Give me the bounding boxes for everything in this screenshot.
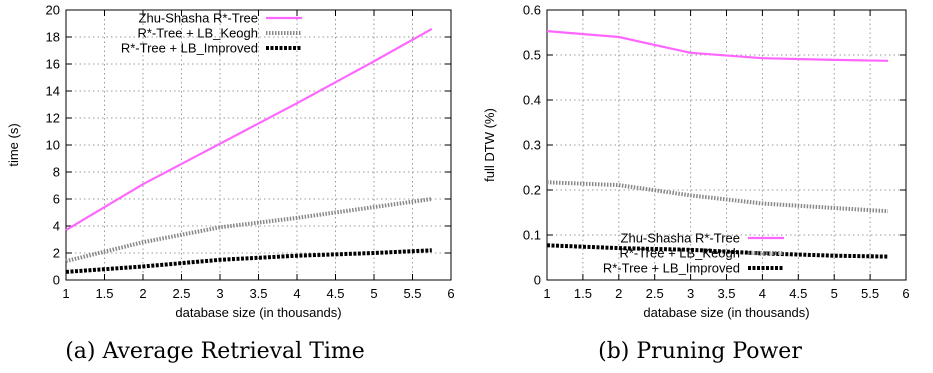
y-tick-label: 14 xyxy=(46,84,60,99)
legend-label: R*-Tree + LB_Improved xyxy=(603,261,740,276)
y-tick-label: 6 xyxy=(53,192,60,207)
panel-caption: (b) Pruning Power xyxy=(598,339,802,364)
x-tick-label: 2 xyxy=(139,286,146,301)
x-tick-label: 2.5 xyxy=(646,286,664,301)
x-tick-label: 3 xyxy=(687,286,694,301)
x-tick-label: 1.5 xyxy=(95,286,113,301)
y-tick-label: 0 xyxy=(534,273,541,288)
y-tick-label: 0.4 xyxy=(523,93,541,108)
x-tick-label: 5 xyxy=(831,286,838,301)
y-tick-label: 16 xyxy=(46,57,60,72)
series-line-2 xyxy=(546,180,889,214)
panel-b: 1 1.5 2 2.5 3 3.5 4 4.5 5 5.5 6 0 0.1 0.2 0.3 0.4 0.5 0.6… xyxy=(482,3,910,365)
y-axis-label: full DTW (%) xyxy=(482,108,497,182)
x-tick-label: 5 xyxy=(370,286,377,301)
y-tick-label: 2 xyxy=(53,246,60,261)
legend-label: Zhu-Shasha R*-Tree xyxy=(621,231,740,246)
y-tick-label: 0.3 xyxy=(523,138,541,153)
x-tick-label: 1 xyxy=(543,286,550,301)
x-axis-label: database size (in thousands) xyxy=(175,305,341,320)
series-line-2 xyxy=(65,197,433,264)
y-tick-label: 18 xyxy=(46,30,60,45)
x-tick-label: 1.5 xyxy=(574,286,592,301)
x-tick-label: 4.5 xyxy=(789,286,807,301)
x-tick-label: 3.5 xyxy=(249,286,267,301)
y-tick-label: 0.6 xyxy=(523,3,541,18)
x-tick-label: 4.5 xyxy=(326,286,344,301)
x-tick-label: 5.5 xyxy=(403,286,421,301)
x-tick-label: 2 xyxy=(615,286,622,301)
y-tick-label: 12 xyxy=(46,111,60,126)
series-line-1 xyxy=(546,30,889,62)
x-tick-label: 6 xyxy=(447,286,454,301)
y-tick-label: 0 xyxy=(53,273,60,288)
series-line-3 xyxy=(546,243,889,259)
x-tick-label: 5.5 xyxy=(861,286,879,301)
y-tick-label: 0.5 xyxy=(523,48,541,63)
legend-label: R*-Tree + LB_Improved xyxy=(121,41,258,56)
y-tick-label: 4 xyxy=(53,219,60,234)
y-tick-label: 0.1 xyxy=(523,228,541,243)
x-tick-label: 3 xyxy=(216,286,223,301)
series-line-1 xyxy=(65,27,433,232)
y-tick-label: 0.2 xyxy=(523,183,541,198)
series-line-3 xyxy=(65,248,432,274)
x-tick-label: 4 xyxy=(293,286,300,301)
x-tick-label: 1 xyxy=(62,286,69,301)
legend-label: R*-Tree + LB_Keogh xyxy=(619,246,740,261)
legend-label: R*-Tree + LB_Keogh xyxy=(137,26,258,41)
x-tick-label: 4 xyxy=(759,286,766,301)
x-axis-label: database size (in thousands) xyxy=(643,305,809,320)
y-tick-label: 20 xyxy=(46,3,60,18)
x-tick-label: 3.5 xyxy=(717,286,735,301)
y-axis-label: time (s) xyxy=(6,123,21,166)
panel-a: 1 1.5 2 2.5 3 3.5 4 4.5 5 5.5 6 0 2 4 6 8 10 12 14 16 18 20 da… xyxy=(6,3,455,365)
x-tick-label: 2.5 xyxy=(172,286,190,301)
y-tick-label: 8 xyxy=(53,165,60,180)
x-tick-label: 6 xyxy=(902,286,909,301)
panel-caption: (a) Average Retrieval Time xyxy=(65,339,365,364)
legend-label: Zhu-Shasha R*-Tree xyxy=(139,11,258,26)
y-tick-label: 10 xyxy=(46,138,60,153)
